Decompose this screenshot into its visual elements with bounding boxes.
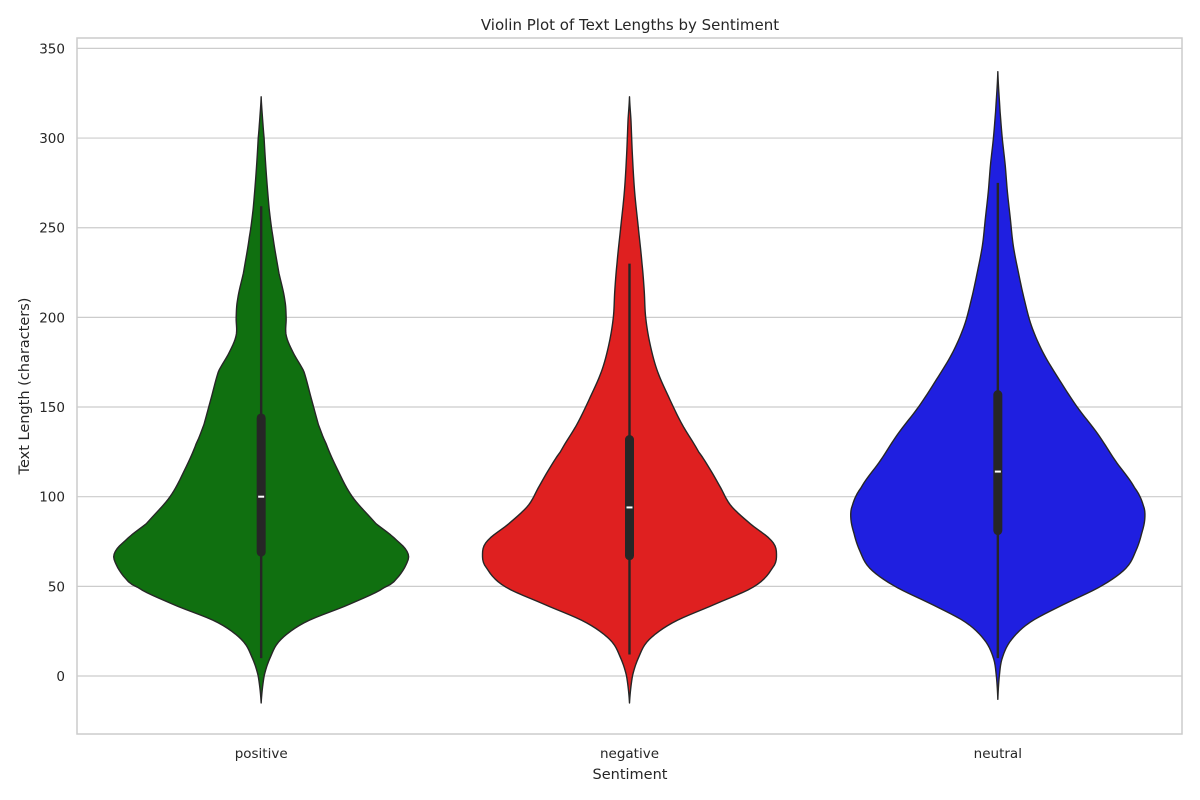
y-tick-label: 50 xyxy=(48,579,65,595)
y-tick-label: 350 xyxy=(39,41,65,57)
median-mark-negative xyxy=(626,506,633,509)
y-tick-label: 0 xyxy=(56,669,65,685)
violin-neutral xyxy=(850,71,1146,701)
y-tick-label: 150 xyxy=(39,400,65,416)
plot-area-frame xyxy=(76,37,1183,735)
violins xyxy=(113,71,1146,704)
y-tick-label: 300 xyxy=(39,131,65,147)
violin-positive xyxy=(113,96,410,704)
y-tick-label: 250 xyxy=(39,221,65,237)
median-mark-neutral xyxy=(994,470,1001,473)
x-tick-label-positive: positive xyxy=(235,746,288,762)
y-tick-label: 200 xyxy=(39,310,65,326)
x-axis-ticks: positive negative neutral xyxy=(235,746,1022,762)
x-tick-label-negative: negative xyxy=(600,746,659,762)
y-tick-label: 100 xyxy=(39,490,65,506)
x-tick-label-neutral: neutral xyxy=(974,746,1022,762)
median-mark-positive xyxy=(258,495,265,498)
violin-negative xyxy=(481,96,778,704)
y-axis-label: Text Length (characters) xyxy=(17,298,33,476)
x-axis-label: Sentiment xyxy=(593,767,668,783)
chart-title: Violin Plot of Text Lengths by Sentiment xyxy=(481,16,779,34)
y-axis-ticks: 0 50 100 150 200 250 300 350 xyxy=(39,41,65,685)
